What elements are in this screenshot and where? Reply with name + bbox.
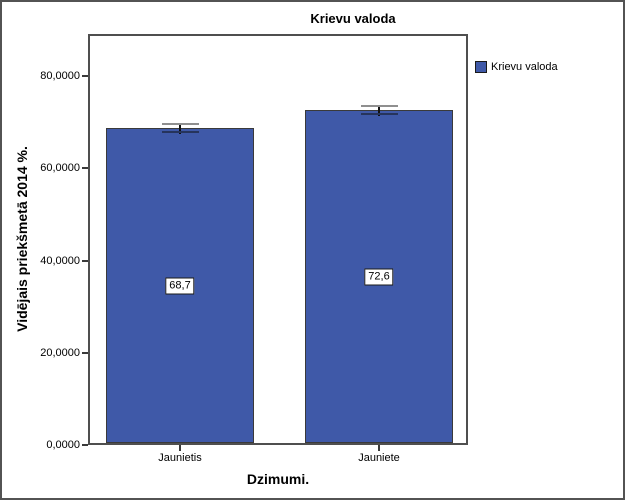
y-axis-tick	[82, 167, 88, 170]
y-axis-tick	[82, 444, 88, 446]
y-tick-label: 20,0000	[40, 346, 80, 359]
error-bar-top-cap	[360, 104, 398, 107]
error-bar-bottom-cap	[161, 131, 199, 134]
chart-title: Krievu valoda	[310, 11, 396, 26]
x-category-label: Jaunietis	[158, 452, 202, 464]
x-axis-tick	[378, 445, 380, 451]
bar-value-label: 68,7	[165, 277, 195, 295]
legend-entry-label: Krievu valoda	[491, 61, 558, 73]
legend-color-swatch-icon	[475, 61, 487, 73]
error-bar-line	[378, 105, 380, 117]
bar-value-label: 72,6	[364, 268, 394, 286]
y-tick-label: 40,0000	[40, 254, 80, 267]
y-tick-label: 0,0000	[46, 439, 80, 451]
error-bar-line	[179, 123, 181, 135]
y-axis-tick	[82, 75, 88, 77]
y-axis-tick	[82, 351, 88, 354]
x-axis-tick	[179, 445, 181, 451]
y-tick-label: 80,0000	[40, 70, 80, 82]
error-bar-bottom-cap	[360, 113, 398, 116]
y-axis-tick	[82, 259, 88, 262]
plot-area: 68,7 Jaunietis 72,6 Jauniete	[88, 34, 468, 464]
error-bar-top-cap	[161, 122, 199, 125]
x-axis-title: Dzimumi.	[246, 471, 310, 487]
x-category-label: Jauniete	[358, 452, 400, 464]
y-tick-label: 60,0000	[40, 162, 80, 175]
